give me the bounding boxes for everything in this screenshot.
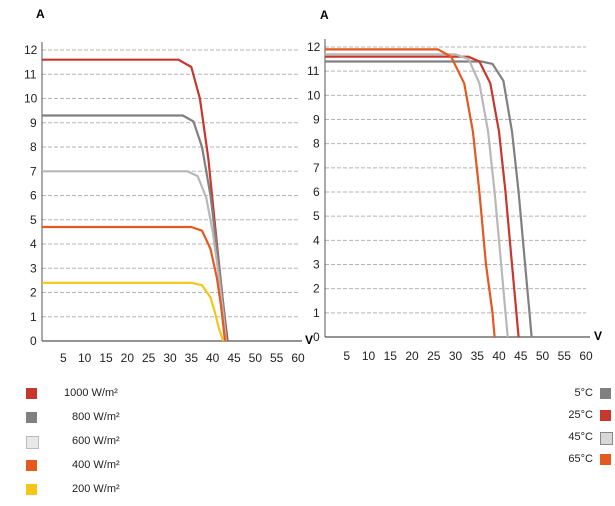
series-line (42, 114, 228, 342)
x-tick-label: 10 (78, 351, 92, 365)
legend-swatch (26, 412, 37, 423)
legend-swatch (600, 410, 611, 421)
x-tick-label: 35 (471, 349, 485, 363)
x-tick-label: 60 (579, 349, 593, 363)
x-tick-label: 60 (291, 351, 305, 365)
legend-swatch (26, 436, 39, 449)
series-line (325, 55, 520, 338)
legend-swatch (600, 388, 611, 399)
y-tick-label: 4 (313, 233, 320, 247)
x-tick-label: 40 (492, 349, 506, 363)
legend-label: 65°C (568, 453, 593, 465)
y-tick-label: 3 (313, 258, 320, 272)
y-tick-label: 12 (24, 43, 38, 57)
x-axis-unit: V (305, 333, 313, 347)
x-tick-label: 35 (185, 351, 199, 365)
x-tick-label: 15 (384, 349, 398, 363)
series-line (42, 281, 225, 342)
x-tick-label: 30 (163, 351, 177, 365)
y-tick-label: 11 (307, 64, 320, 78)
temperature-legend: 5°C 25°C 45°C 65°C (540, 386, 615, 474)
y-tick-label: 5 (313, 209, 320, 223)
x-tick-label: 40 (206, 351, 220, 365)
legend-swatch (26, 388, 37, 399)
x-tick-label: 5 (343, 349, 350, 363)
x-axis-unit: V (594, 329, 602, 343)
legend-item: 65°C (540, 452, 615, 474)
y-tick-label: 12 (307, 40, 321, 54)
x-tick-label: 30 (449, 349, 463, 363)
x-tick-label: 45 (227, 351, 241, 365)
x-tick-label: 50 (536, 349, 550, 363)
y-tick-label: 2 (30, 286, 37, 300)
y-tick-label: 9 (30, 116, 37, 130)
x-tick-label: 5 (60, 351, 67, 365)
x-tick-label: 20 (405, 349, 419, 363)
series-line (42, 170, 227, 342)
legend-label: 45°C (568, 431, 593, 443)
series-line (42, 58, 229, 342)
legend-item: 25°C (540, 408, 615, 430)
x-tick-label: 25 (427, 349, 441, 363)
legend-label: 200 W/m² (72, 483, 120, 495)
legend-item: 45°C (540, 430, 615, 452)
legend-label: 400 W/m² (72, 459, 120, 471)
x-tick-label: 10 (362, 349, 376, 363)
y-tick-label: 0 (313, 330, 320, 344)
legend-label: 1000 W/m² (64, 387, 118, 399)
y-tick-label: 6 (30, 189, 37, 203)
x-tick-label: 25 (142, 351, 156, 365)
series-line (325, 48, 496, 338)
legend-label: 800 W/m² (72, 411, 120, 423)
y-tick-label: 10 (307, 88, 321, 102)
x-tick-label: 50 (249, 351, 263, 365)
legend-swatch (600, 432, 613, 445)
series-line (42, 225, 227, 342)
legend-swatch (26, 484, 37, 495)
y-tick-label: 1 (30, 310, 37, 324)
x-tick-label: 55 (558, 349, 572, 363)
legend-swatch (600, 454, 611, 465)
y-tick-label: 6 (313, 185, 320, 199)
y-tick-label: 2 (313, 282, 320, 296)
y-tick-label: 9 (313, 113, 320, 127)
series-line (325, 60, 533, 338)
x-tick-label: 20 (121, 351, 135, 365)
y-tick-label: 1 (313, 306, 320, 320)
y-tick-label: 8 (313, 137, 320, 151)
x-tick-label: 15 (99, 351, 113, 365)
legend-swatch (26, 460, 37, 471)
y-tick-label: 11 (24, 67, 37, 81)
legend-label: 600 W/m² (72, 435, 120, 447)
y-tick-label: 3 (30, 261, 37, 275)
y-tick-label: 10 (24, 92, 38, 106)
y-tick-label: 0 (30, 334, 37, 348)
y-tick-label: 7 (313, 161, 320, 175)
legend-label: 5°C (574, 387, 593, 399)
x-tick-label: 55 (270, 351, 284, 365)
y-tick-label: 5 (30, 213, 37, 227)
series-line (325, 53, 509, 338)
legend-item: 5°C (540, 386, 615, 408)
y-tick-label: 7 (30, 164, 37, 178)
y-tick-label: 4 (30, 237, 37, 251)
x-tick-label: 45 (514, 349, 528, 363)
legend-label: 25°C (568, 409, 593, 421)
y-axis-unit: A (36, 7, 45, 21)
y-axis-unit: A (320, 8, 329, 22)
y-tick-label: 8 (30, 140, 37, 154)
